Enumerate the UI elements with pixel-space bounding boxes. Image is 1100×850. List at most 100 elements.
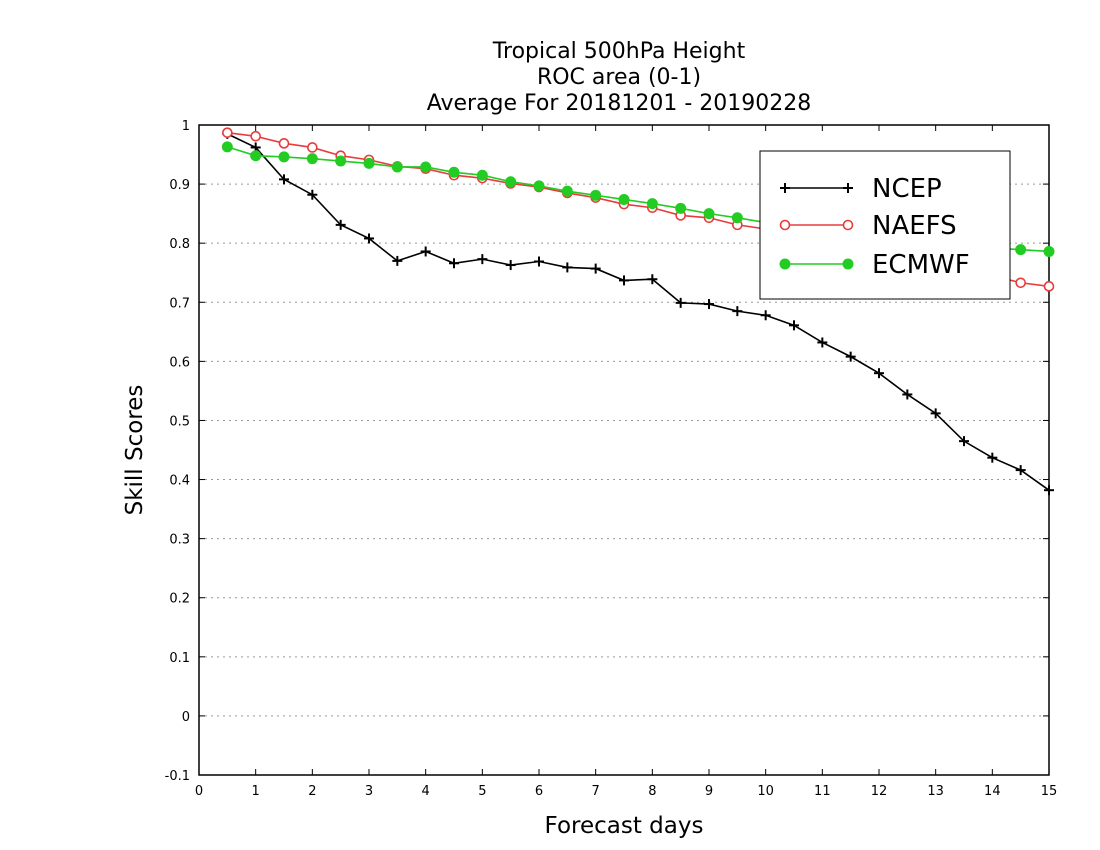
data-point-ecmwf [221,141,233,153]
y-tick-label: 0.9 [169,178,190,193]
title-line-2: ROC area (0-1) [537,65,701,90]
y-tick-label: 1 [182,119,190,134]
legend-label: ECMWF [872,250,970,280]
legend-entry-naefs: NAEFS [779,211,957,241]
y-tick-label: 0.1 [169,651,190,666]
data-point-ncep [732,306,743,317]
data-point-naefs [1043,281,1055,292]
legend-marker [780,183,790,193]
data-point-naefs [1015,277,1026,289]
x-tick-label: 15 [1041,784,1058,799]
title-line-3: Average For 20181201 - 20190228 [427,91,812,116]
data-point-ecmwf [306,153,318,165]
data-point-ecmwf [335,155,347,167]
data-point-ncep [562,262,573,273]
data-point-ecmwf [590,189,602,201]
x-tick-label: 10 [757,784,774,799]
data-point-ncep [789,320,799,331]
data-point-ncep [987,452,998,463]
data-point-ncep [279,174,289,185]
data-point-ncep [760,310,771,321]
y-tick-label: -0.1 [165,769,190,784]
x-tick-label: 12 [871,784,888,799]
data-point-ecmwf [1015,244,1027,256]
y-tick-label: 0.3 [169,533,190,548]
x-tick-label: 8 [648,784,656,799]
data-point-ncep [619,275,629,286]
y-axis-ticks: -0.1 0 0.1 0.2 0.3 0.4 0.5 0.6 0.7 0.8 0.9 1 [165,119,1049,784]
data-point-ncep [704,299,714,310]
data-point-ecmwf [476,169,488,181]
data-point-naefs [250,130,261,142]
data-point-ncep [675,297,686,308]
data-point-ncep [959,436,969,447]
legend-marker [779,258,791,270]
legend-marker [842,258,854,270]
data-point-ncep [647,274,658,285]
data-point-ncep [505,260,516,271]
data-point-naefs [307,142,318,153]
data-point-ncep [874,368,884,379]
y-tick-label: 0.4 [169,474,190,489]
data-point-ncep [1015,465,1026,476]
x-tick-label: 9 [705,784,713,799]
legend-entry-ncep: NCEP [780,174,942,204]
legend-entry-ecmwf: ECMWF [779,250,970,280]
data-point-ecmwf [675,202,687,214]
data-point-ecmwf [646,198,658,210]
x-tick-label: 6 [535,784,543,799]
x-tick-label: 13 [927,784,944,799]
x-tick-label: 11 [814,784,831,799]
y-tick-label: 0.8 [169,237,190,252]
legend-label: NCEP [872,174,942,204]
data-point-ecmwf [618,193,630,205]
legend-marker [779,219,791,231]
data-point-ncep [392,255,403,266]
x-tick-label: 2 [308,784,316,799]
data-point-ncep [534,256,544,267]
x-tick-label: 1 [252,784,260,799]
plot-area [198,124,1050,776]
y-tick-label: 0.2 [169,592,190,607]
data-point-ncep [590,263,601,274]
data-point-naefs [278,138,290,149]
y-tick-label: 0.5 [169,414,190,429]
series-ncep [222,128,1054,496]
data-point-ncep [449,258,459,269]
x-tick-label: 3 [365,784,373,799]
y-tick-label: 0 [182,710,190,725]
data-point-ncep [364,233,374,244]
data-point-ncep [845,351,856,362]
x-tick-label: 7 [592,784,600,799]
data-point-ecmwf [731,212,743,224]
data-point-ncep [420,246,431,257]
legend-marker [843,183,853,193]
x-tick-label: 5 [478,784,486,799]
series-line-ncep [226,133,1050,491]
data-point-ncep [930,408,941,419]
data-point-ncep [307,189,318,200]
data-point-naefs [222,127,233,138]
data-point-ecmwf [250,150,262,162]
x-tick-label: 4 [422,784,430,799]
legend-marker [842,219,854,231]
y-tick-label: 0.7 [169,296,190,311]
data-point-ecmwf [703,208,715,220]
legend-box [759,150,1011,300]
data-point-ecmwf [1043,245,1055,257]
x-axis-label: Forecast days [545,813,704,839]
data-point-ecmwf [391,161,403,173]
data-point-ncep [817,337,828,348]
y-tick-label: 0.6 [169,355,190,370]
legend-label: NAEFS [872,211,957,241]
data-point-ecmwf [533,180,545,192]
data-point-ecmwf [363,157,375,169]
data-point-ncep [1044,485,1054,496]
data-point-ecmwf [448,166,460,178]
x-tick-label: 0 [195,784,203,799]
data-point-ncep [477,254,488,265]
x-tick-label: 14 [984,784,1001,799]
data-point-ecmwf [505,176,517,188]
